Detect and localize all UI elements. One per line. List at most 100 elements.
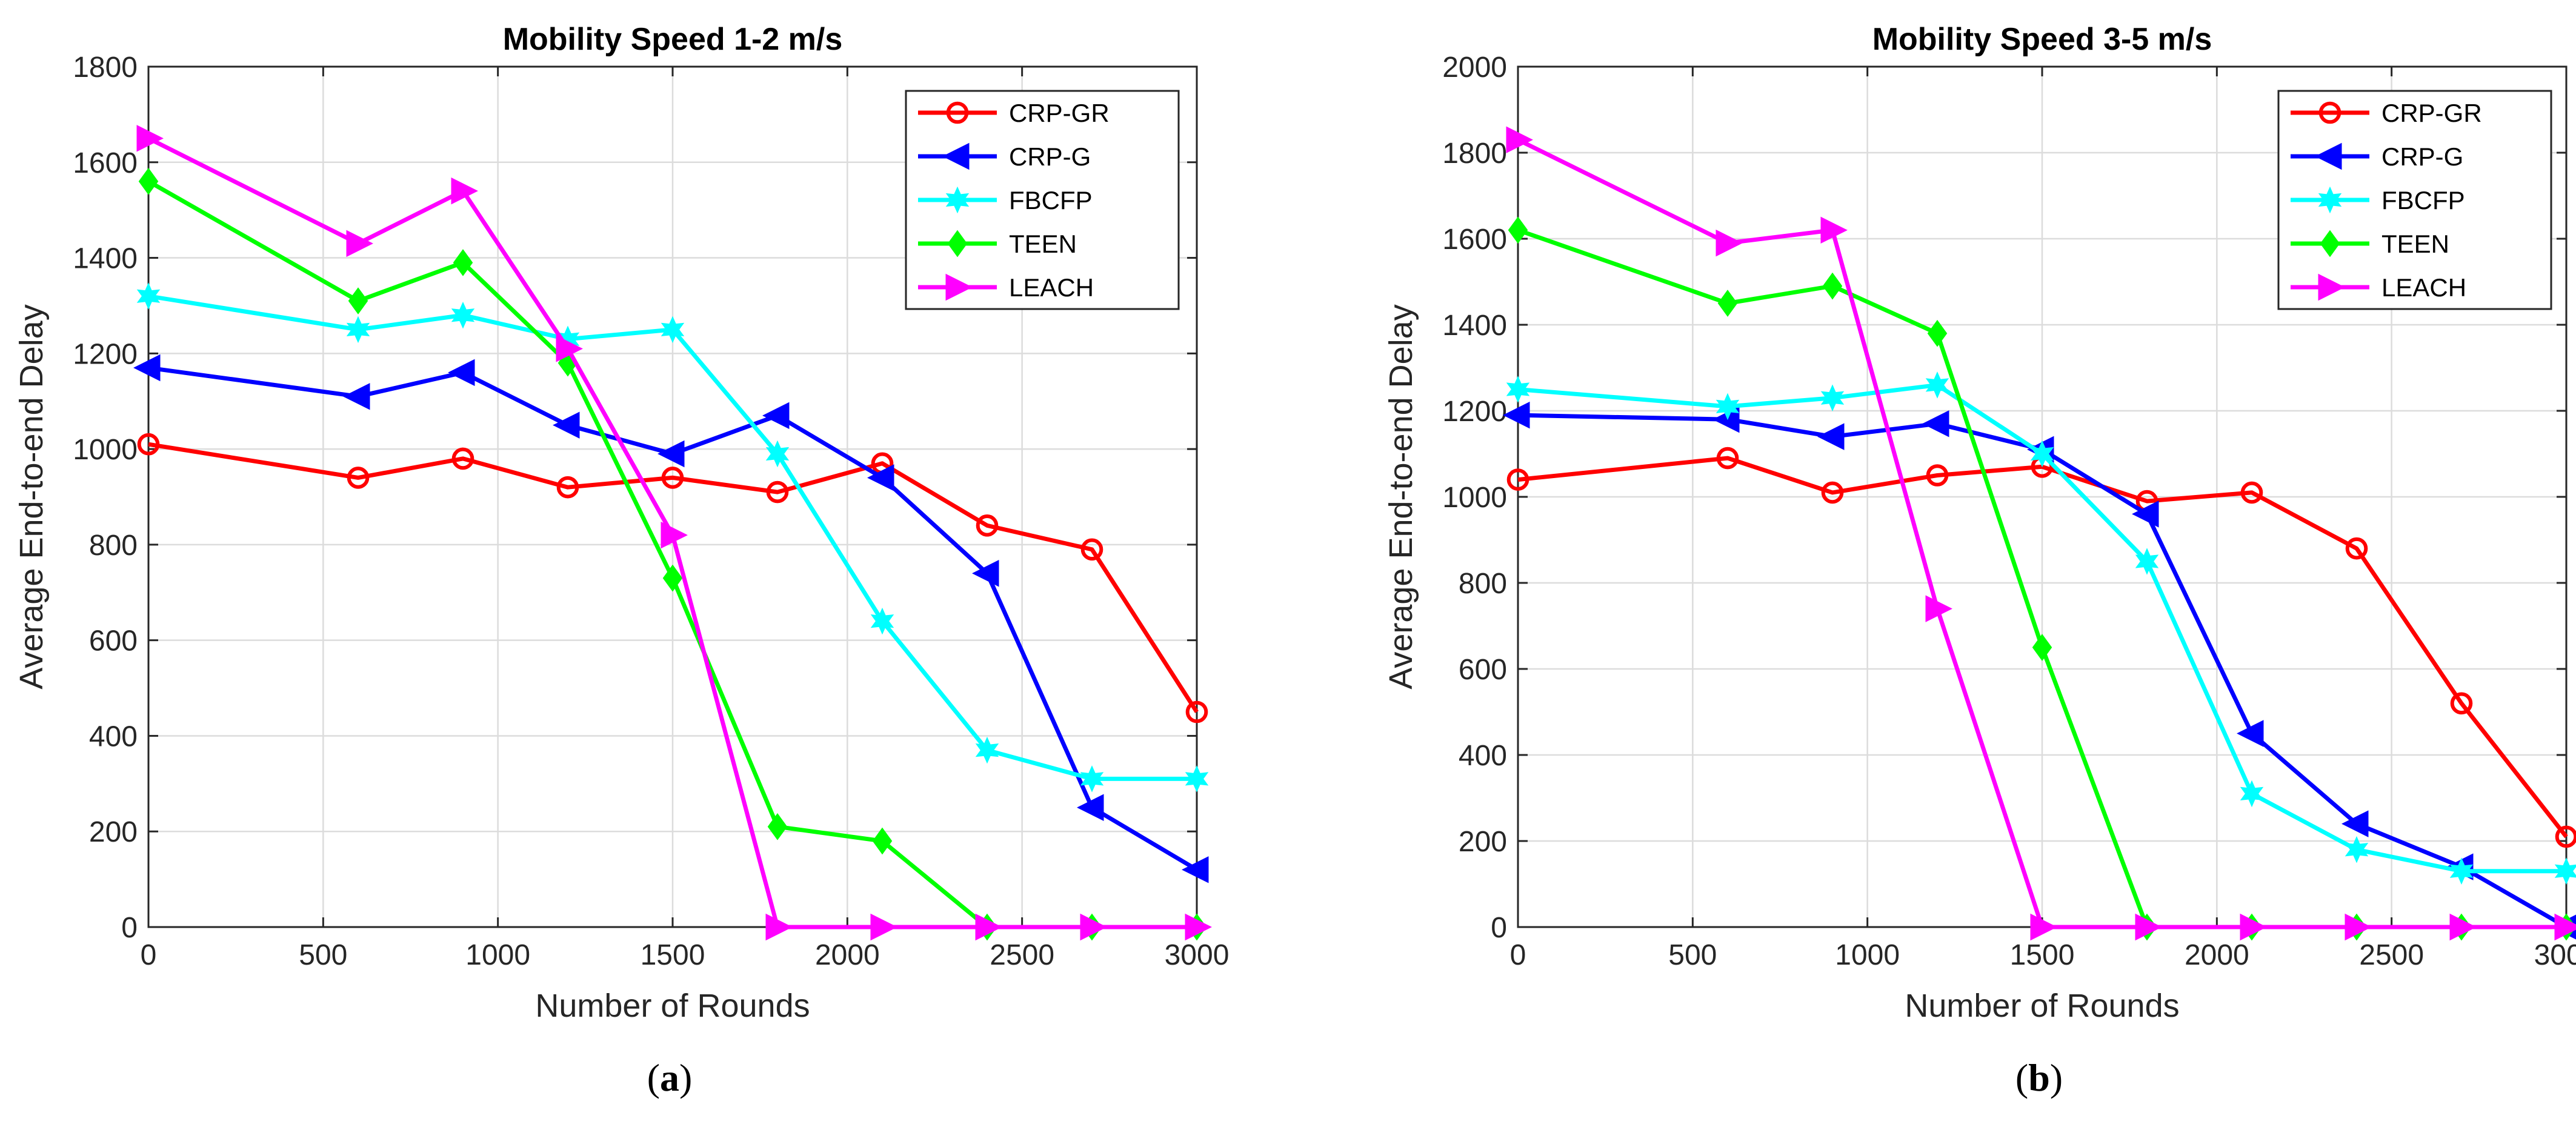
data-point-teen-a — [453, 249, 473, 276]
legend-marker-crp-gr-a — [946, 101, 969, 124]
data-point-leach-b — [1925, 595, 1952, 622]
data-point-fbcfp-a — [451, 301, 475, 329]
data-point-leach-a — [136, 125, 164, 152]
y-tick-label-a: 400 — [89, 720, 138, 753]
data-point-fbcfp-a — [136, 282, 161, 310]
data-point-leach-b — [2345, 913, 2372, 941]
data-point-crp-g-a — [1077, 794, 1104, 822]
data-point-crp-g-a — [553, 411, 580, 439]
series-leach-a — [136, 125, 1212, 941]
series-line-fbcfp-a — [148, 294, 1197, 781]
legend-label-fbcfp-a: FBCFP — [1009, 186, 1093, 214]
y-tick-label-a: 1800 — [73, 52, 138, 84]
legend-marker-teen-b — [2320, 230, 2340, 258]
legend-label-leach-a: LEACH — [1009, 273, 1094, 302]
data-point-fbcfp-a — [1080, 765, 1104, 793]
x-tick-label-b: 1500 — [2010, 939, 2075, 971]
data-point-fbcfp-a — [346, 316, 370, 344]
data-point-crp-gr-a — [1185, 700, 1208, 723]
data-point-teen-b — [1717, 290, 1738, 317]
data-point-fbcfp-b — [2554, 857, 2576, 885]
data-point-leach-a — [870, 913, 897, 941]
data-point-crp-gr-b — [2345, 537, 2368, 560]
legend-b: CRP-GR CRP-G FBCFP TEEN LEACH — [2277, 90, 2552, 310]
data-point-crp-gr-b — [2555, 825, 2576, 848]
x-tick-label-a: 1000 — [465, 939, 530, 971]
y-tick-label-b: 2000 — [1442, 52, 1507, 84]
legend-marker-leach-b — [2318, 273, 2345, 301]
x-tick-label-a: 2500 — [990, 939, 1054, 971]
data-point-crp-g-a — [867, 464, 894, 491]
data-point-fbcfp-b — [1506, 376, 1530, 403]
data-point-crp-g-b — [2341, 810, 2369, 837]
data-point-leach-b — [2449, 913, 2477, 941]
data-point-crp-gr-b — [1716, 447, 1739, 470]
data-point-crp-gr-a — [451, 447, 474, 470]
y-tick-label-b: 1000 — [1442, 482, 1507, 514]
legend-marker-fbcfp-a — [945, 186, 970, 214]
data-point-teen-a — [662, 564, 683, 592]
data-point-crp-g-b — [1503, 401, 1530, 429]
data-point-fbcfp-b — [2345, 836, 2369, 863]
data-point-fbcfp-a — [661, 316, 685, 344]
data-point-crp-gr-b — [2240, 481, 2263, 504]
x-tick-label-a: 1500 — [641, 939, 705, 971]
y-tick-label-a: 600 — [89, 625, 138, 657]
data-point-fbcfp-b — [2030, 440, 2054, 468]
data-point-crp-g-a — [448, 359, 475, 387]
x-tick-label-a: 3000 — [1165, 939, 1230, 971]
y-tick-label-a: 1000 — [73, 434, 138, 466]
data-point-crp-g-b — [1817, 423, 1845, 450]
legend-label-teen-b: TEEN — [2381, 230, 2449, 258]
legend-marker-crp-g-b — [2315, 142, 2342, 170]
legend-marker-teen-a — [947, 230, 968, 258]
y-tick-label-a: 1200 — [73, 338, 138, 370]
y-tick-label-b: 800 — [1459, 568, 1507, 600]
data-point-crp-gr-a — [766, 480, 789, 504]
data-point-crp-g-b — [2237, 720, 2264, 747]
data-point-crp-gr-a — [1080, 538, 1103, 561]
x-tick-label-a: 0 — [141, 939, 157, 971]
series-leach-b — [1506, 126, 2576, 941]
data-point-teen-b — [1822, 272, 1843, 300]
y-tick-label-b: 200 — [1459, 826, 1507, 858]
data-point-fbcfp-b — [2240, 780, 2264, 808]
y-tick-label-b: 600 — [1459, 654, 1507, 686]
chart-title-a: Mobility Speed 1-2 m/s — [503, 22, 843, 57]
data-point-crp-gr-b — [1926, 464, 1949, 487]
data-point-leach-b — [1716, 229, 1743, 257]
data-point-teen-b — [1508, 216, 1528, 244]
legend-label-crp-g-b: CRP-G — [2381, 142, 2463, 171]
legend-marker-crp-gr-b — [2318, 101, 2341, 124]
data-point-leach-b — [2240, 913, 2267, 941]
y-tick-label-a: 1600 — [73, 147, 138, 179]
x-axis-label-a: Number of Rounds — [535, 988, 810, 1024]
data-point-teen-a — [348, 287, 368, 314]
data-point-leach-b — [2554, 913, 2576, 941]
data-point-crp-g-b — [2132, 500, 2159, 528]
series-line-crp-gr-a — [148, 442, 1199, 713]
data-point-teen-a — [138, 167, 159, 195]
series-crp-g-a — [133, 354, 1209, 883]
data-point-fbcfp-a — [975, 736, 999, 764]
x-tick-label-b: 500 — [1668, 939, 1717, 971]
data-point-fbcfp-a — [870, 607, 894, 635]
data-point-crp-gr-a — [976, 514, 999, 537]
data-point-leach-a — [451, 177, 478, 205]
data-point-fbcfp-b — [1925, 371, 1949, 399]
x-tick-label-b: 0 — [1510, 939, 1526, 971]
y-tick-label-a: 1400 — [73, 243, 138, 275]
legend-label-fbcfp-b: FBCFP — [2381, 186, 2465, 214]
y-axis-label-b: Average End-to-end Delay — [1383, 304, 1419, 689]
data-point-fbcfp-a — [765, 440, 790, 468]
series-line-crp-g-b — [1517, 413, 2568, 929]
x-tick-label-b: 1000 — [1835, 939, 1900, 971]
data-point-crp-g-a — [972, 559, 999, 587]
legend-a: CRP-GR CRP-G FBCFP TEEN LEACH — [905, 90, 1180, 310]
data-point-crp-gr-a — [347, 467, 370, 489]
data-point-leach-a — [556, 335, 583, 362]
y-tick-label-b: 1600 — [1442, 224, 1507, 256]
y-tick-label-b: 1200 — [1442, 396, 1507, 428]
data-point-crp-gr-a — [661, 467, 684, 489]
